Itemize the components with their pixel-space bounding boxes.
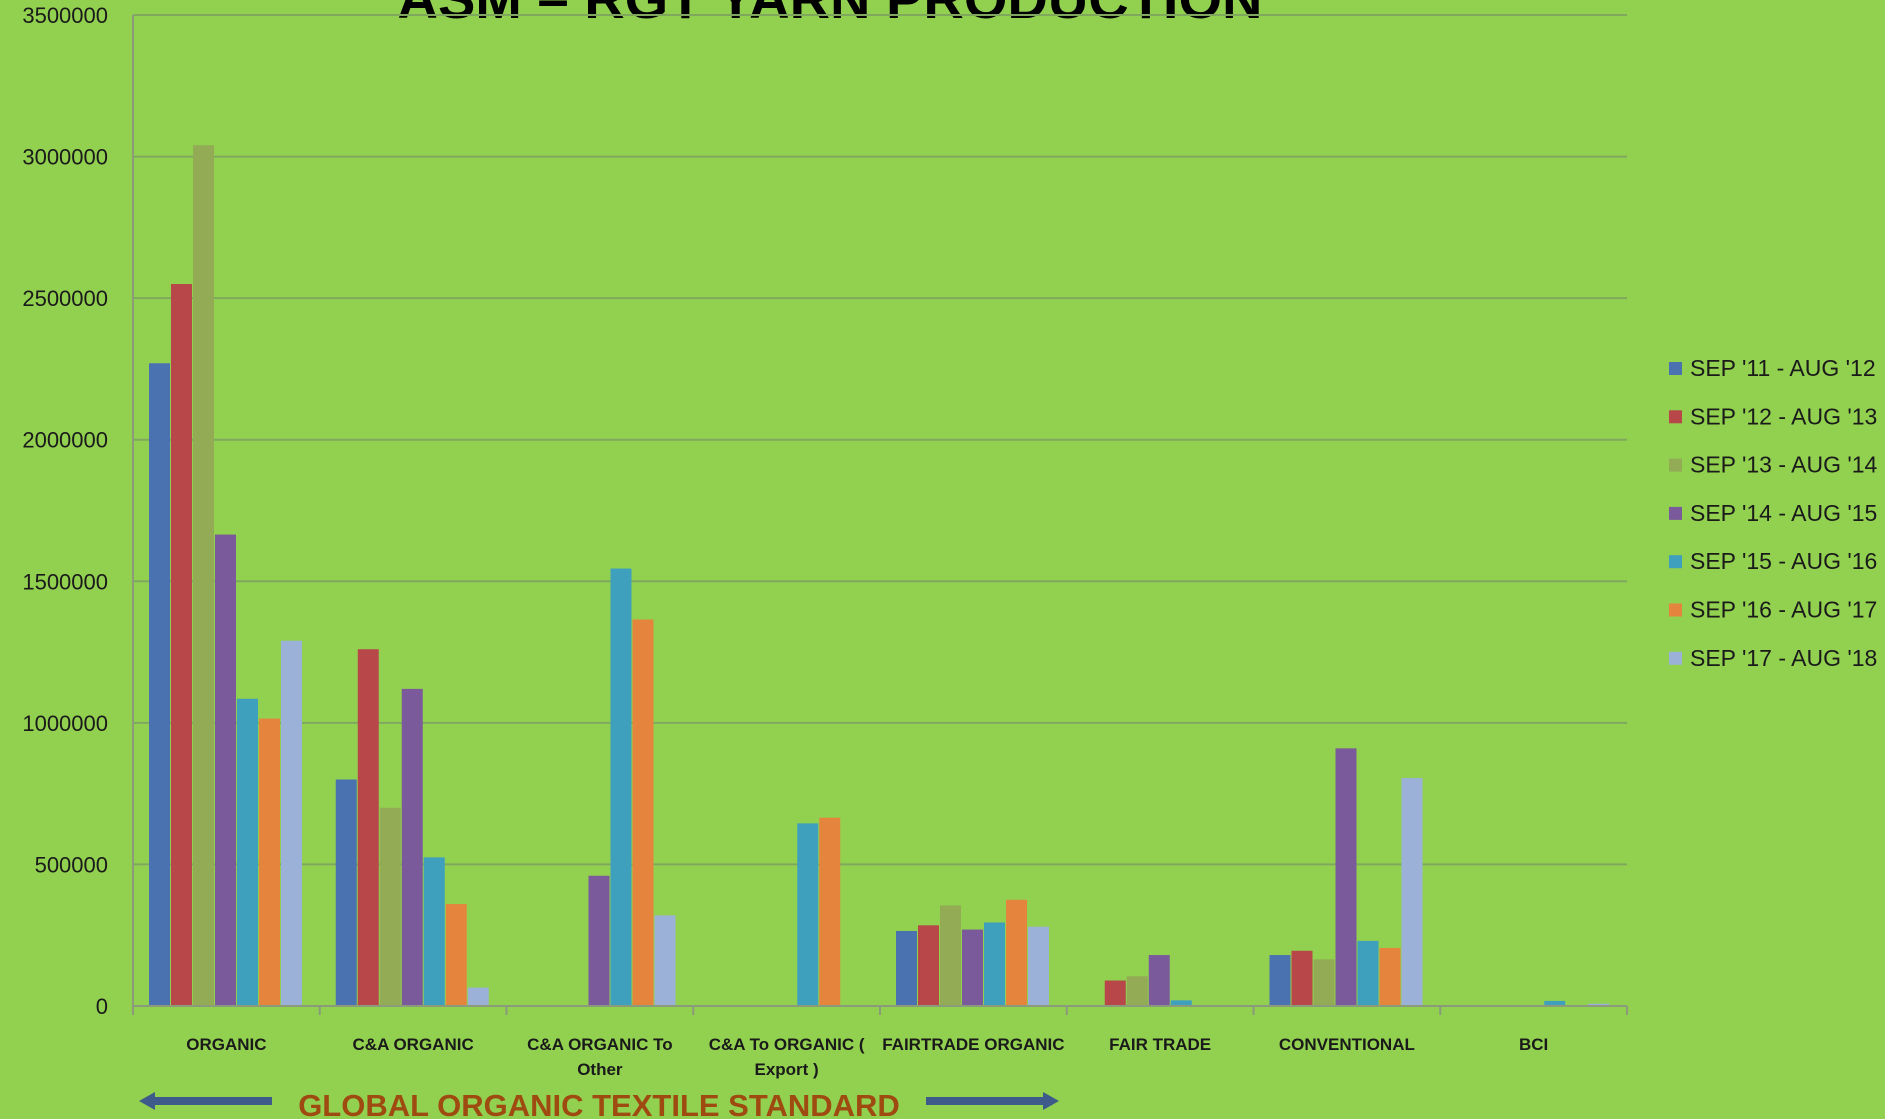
y-tick-label: 1500000 [22, 569, 108, 594]
bar [149, 363, 170, 1006]
legend: SEP '11 - AUG '12 SEP '12 - AUG '13 SEP '1… [1669, 355, 1878, 671]
bar [445, 904, 467, 1006]
bar [237, 698, 258, 1006]
bar [1588, 1003, 1610, 1006]
bar [1335, 748, 1357, 1006]
legend-swatch [1669, 651, 1682, 665]
legend-label: SEP '16 - AUG '17 [1690, 597, 1877, 623]
y-axis-ticks: 0 500000 1000000 1500000 2000000 2500000 30000… [22, 3, 108, 1019]
y-tick-label: 1000000 [22, 711, 108, 736]
bar [654, 915, 676, 1006]
bar [357, 649, 379, 1006]
bar [171, 283, 192, 1006]
legend-swatch [1669, 506, 1682, 520]
bar [1313, 959, 1335, 1006]
gridlines [133, 14, 1627, 866]
bar [610, 568, 632, 1006]
x-tick-label: C&A ORGANIC To Other [527, 1035, 672, 1079]
y-tick-label: 500000 [35, 852, 108, 877]
bar [193, 145, 214, 1006]
bar [819, 817, 841, 1006]
legend-label: SEP '14 - AUG '15 [1690, 500, 1877, 526]
legend-label: SEP '11 - AUG '12 [1690, 355, 1876, 381]
gots-annotation: GLOBAL ORGANIC TEXTILE STANDARD [139, 1088, 1059, 1119]
bar [401, 688, 423, 1006]
bar [940, 905, 961, 1006]
bar [1269, 955, 1291, 1006]
bar [259, 718, 280, 1006]
bar [335, 779, 357, 1006]
bar [467, 987, 489, 1006]
bar [1170, 1000, 1192, 1006]
bar [1148, 955, 1170, 1006]
arrow-right-icon [1043, 1092, 1059, 1110]
legend-label: SEP '17 - AUG '18 [1690, 645, 1877, 671]
arrow-left-icon [139, 1092, 155, 1110]
bar [588, 875, 610, 1006]
bar [281, 640, 302, 1006]
legend-label: SEP '12 - AUG '13 [1690, 403, 1877, 429]
y-tick-label: 0 [96, 994, 108, 1019]
bar [1379, 947, 1401, 1006]
x-tick-label: CONVENTIONAL [1279, 1035, 1415, 1054]
x-tick-label: C&A To ORGANIC (Export ) [709, 1035, 865, 1079]
bar [1401, 778, 1423, 1006]
bar [962, 929, 983, 1006]
x-tick-label: BCI [1519, 1035, 1548, 1054]
bar [797, 823, 819, 1006]
legend-label: SEP '15 - AUG '16 [1690, 548, 1877, 574]
legend-label: SEP '13 - AUG '14 [1690, 452, 1878, 478]
x-axis [132, 15, 1628, 1015]
bar [896, 930, 917, 1006]
bar [1028, 926, 1049, 1006]
bar [918, 925, 939, 1006]
y-tick-label: 3000000 [22, 145, 108, 170]
bar [215, 534, 236, 1006]
x-axis-labels: ORGANIC C&A ORGANIC C&A ORGANIC To Other C&A… [186, 1035, 1548, 1079]
bars [149, 145, 1610, 1006]
legend-swatch [1669, 362, 1682, 375]
y-tick-label: 3500000 [22, 3, 108, 28]
bar [632, 619, 654, 1006]
x-tick-label: ORGANIC [186, 1035, 266, 1054]
bar [1104, 980, 1126, 1006]
legend-swatch [1669, 555, 1682, 569]
bar [1291, 950, 1313, 1006]
bar [984, 922, 1005, 1006]
bar [1544, 1000, 1566, 1006]
bar [379, 807, 401, 1006]
legend-swatch [1669, 458, 1682, 472]
gots-annotation-label: GLOBAL ORGANIC TEXTILE STANDARD [298, 1088, 900, 1119]
y-tick-label: 2500000 [22, 286, 108, 311]
bar [1126, 976, 1148, 1006]
bar [1357, 940, 1379, 1006]
x-tick-label: C&A ORGANIC [353, 1035, 474, 1054]
x-tick-label: FAIRTRADE ORGANIC [882, 1035, 1064, 1054]
y-tick-label: 2000000 [22, 428, 108, 453]
bar [1006, 899, 1027, 1006]
legend-swatch [1669, 410, 1682, 424]
legend-swatch [1669, 603, 1682, 617]
bar [423, 857, 445, 1006]
x-tick-label: FAIR TRADE [1109, 1035, 1211, 1054]
